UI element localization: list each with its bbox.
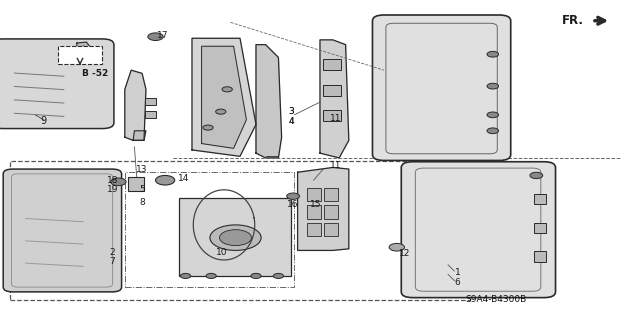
- Bar: [307, 223, 321, 236]
- Circle shape: [222, 87, 232, 92]
- Bar: [128, 177, 144, 191]
- Text: 9: 9: [40, 116, 47, 126]
- Bar: [324, 205, 338, 219]
- Bar: [534, 223, 546, 233]
- Text: 19: 19: [107, 185, 118, 194]
- Text: 4: 4: [289, 117, 294, 126]
- Polygon shape: [77, 42, 90, 53]
- Circle shape: [273, 273, 284, 278]
- Circle shape: [210, 225, 261, 250]
- Bar: [534, 194, 546, 204]
- Polygon shape: [133, 131, 146, 140]
- Bar: [10, 161, 470, 300]
- Text: 14: 14: [178, 174, 189, 183]
- Circle shape: [148, 33, 163, 41]
- Polygon shape: [320, 40, 349, 158]
- Text: 13: 13: [136, 165, 148, 174]
- Bar: [301, 190, 312, 199]
- Bar: [125, 172, 294, 287]
- Circle shape: [487, 128, 499, 134]
- Text: 1: 1: [455, 268, 460, 277]
- Text: 3: 3: [289, 107, 294, 116]
- Bar: [58, 46, 102, 64]
- Circle shape: [203, 125, 213, 130]
- Bar: [534, 251, 546, 262]
- FancyBboxPatch shape: [401, 162, 556, 298]
- Circle shape: [251, 273, 261, 278]
- Text: 6: 6: [455, 278, 460, 287]
- Text: 12: 12: [399, 249, 410, 258]
- Text: 11: 11: [330, 114, 342, 122]
- Circle shape: [487, 112, 499, 118]
- Bar: [323, 59, 341, 70]
- Polygon shape: [192, 38, 256, 156]
- Text: 8: 8: [140, 198, 145, 207]
- Circle shape: [156, 175, 175, 185]
- Text: FR.: FR.: [562, 14, 584, 27]
- Circle shape: [530, 172, 543, 179]
- Text: 15: 15: [310, 200, 321, 209]
- Text: 16: 16: [287, 200, 299, 209]
- Polygon shape: [125, 70, 146, 140]
- FancyBboxPatch shape: [3, 169, 122, 292]
- FancyBboxPatch shape: [0, 39, 114, 129]
- Bar: [179, 198, 291, 276]
- Circle shape: [487, 51, 499, 57]
- Text: 17: 17: [157, 31, 168, 40]
- Text: 7: 7: [109, 257, 115, 266]
- Circle shape: [220, 230, 252, 246]
- Text: S9A4-B4300B: S9A4-B4300B: [465, 295, 527, 304]
- Text: 11: 11: [330, 161, 342, 170]
- Bar: [323, 110, 341, 121]
- Polygon shape: [298, 167, 349, 250]
- Circle shape: [287, 193, 300, 199]
- Circle shape: [216, 109, 226, 114]
- Bar: [324, 223, 338, 236]
- Bar: [307, 188, 321, 201]
- Text: 4: 4: [289, 117, 294, 126]
- Circle shape: [206, 273, 216, 278]
- Circle shape: [487, 83, 499, 89]
- Bar: [323, 85, 341, 96]
- Bar: [324, 188, 338, 201]
- Text: 10: 10: [216, 248, 227, 256]
- FancyBboxPatch shape: [372, 15, 511, 160]
- Text: 5: 5: [140, 185, 145, 194]
- Text: B -52: B -52: [81, 69, 108, 78]
- Circle shape: [389, 243, 404, 251]
- Bar: [145, 111, 156, 118]
- Text: 3: 3: [289, 107, 294, 116]
- Bar: [145, 98, 156, 105]
- Circle shape: [111, 178, 126, 186]
- Text: 2: 2: [109, 248, 115, 256]
- Polygon shape: [256, 45, 282, 158]
- Text: 18: 18: [107, 176, 118, 185]
- Circle shape: [180, 273, 191, 278]
- Bar: [307, 205, 321, 219]
- Polygon shape: [202, 46, 246, 148]
